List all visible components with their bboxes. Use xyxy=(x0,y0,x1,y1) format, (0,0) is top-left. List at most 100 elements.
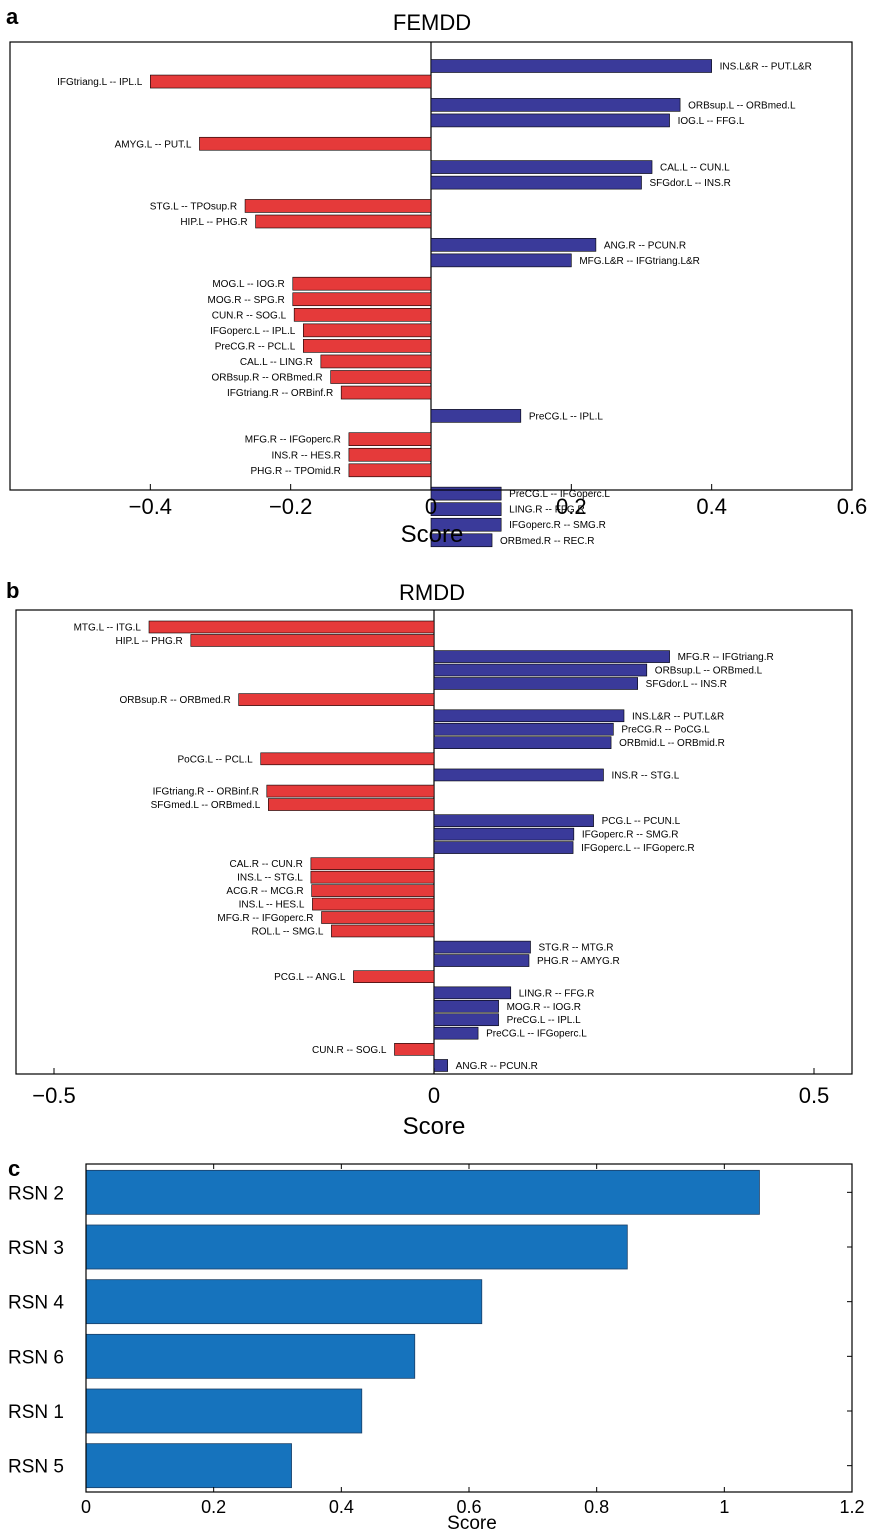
bar-label-b-28: PreCG.L -- IFGoperc.L xyxy=(486,1029,587,1040)
bar-label-b-17: INS.L -- STG.L xyxy=(237,873,303,884)
bar-a-10 xyxy=(430,253,572,268)
bar-a-3 xyxy=(430,113,670,128)
bar-label-b-2: MFG.R -- IFGtriang.R xyxy=(678,652,774,663)
bar-label-a-24: LING.R -- FFG.R xyxy=(509,505,585,516)
bar-a-0 xyxy=(430,59,712,73)
bar-b-5 xyxy=(238,693,435,706)
bar-a-5 xyxy=(430,160,653,174)
bar-b-3 xyxy=(433,663,648,677)
bar-b-25 xyxy=(433,986,512,1000)
bar-label-b-11: IFGtriang.R -- ORBinf.R xyxy=(153,787,259,798)
category-label-c-2: RSN 4 xyxy=(8,1293,64,1314)
a-tick-label-5: 0.6 xyxy=(837,494,868,519)
a-tick-label-3: 0.2 xyxy=(556,494,587,519)
bar-a-8 xyxy=(255,214,432,229)
bar-c-3 xyxy=(85,1333,416,1379)
bar-a-17 xyxy=(330,370,432,384)
bar-b-16 xyxy=(310,857,435,871)
c-tick-label-6: 1.2 xyxy=(839,1497,864,1517)
panel-a-bars: INS.L&R -- PUT.L&R IFGtriang.L -- IPL.L OR… xyxy=(57,42,812,548)
bar-b-20 xyxy=(321,911,435,924)
bar-a-2 xyxy=(430,98,681,112)
bar-label-a-14: IFGoperc.L -- IPL.L xyxy=(210,326,296,337)
bar-label-a-0: INS.L&R -- PUT.L&R xyxy=(720,62,812,73)
bar-label-b-4: SFGdor.L -- INS.R xyxy=(646,679,727,690)
bar-a-7 xyxy=(244,199,432,213)
bar-label-b-27: PreCG.L -- IPL.L xyxy=(507,1015,582,1026)
panel-b-title: RMDD xyxy=(399,580,465,605)
bar-label-b-15: IFGoperc.L -- IFGoperc.R xyxy=(581,843,695,854)
c-tick-label-1: 0.2 xyxy=(201,1497,226,1517)
bar-a-11 xyxy=(292,276,432,291)
bar-b-18 xyxy=(311,884,435,897)
bar-b-1 xyxy=(190,634,435,647)
bar-c-2 xyxy=(85,1279,483,1325)
bar-b-17 xyxy=(310,870,435,884)
category-label-c-1: RSN 3 xyxy=(8,1238,64,1259)
bar-b-27 xyxy=(433,1013,499,1027)
bar-b-12 xyxy=(268,798,435,811)
bar-label-b-29: CUN.R -- SOG.L xyxy=(312,1045,387,1056)
b-tick-label-0: −0.5 xyxy=(32,1083,75,1108)
bar-a-24 xyxy=(430,502,502,516)
bar-a-21 xyxy=(348,447,432,462)
bar-a-9 xyxy=(430,238,597,252)
bar-label-a-18: IFGtriang.R -- ORBinf.R xyxy=(227,388,333,399)
panel-c-bars: RSN 2 RSN 3 RSN 4 RSN 6 RSN 1 RSN 5 xyxy=(8,1169,760,1489)
category-label-c-0: RSN 2 xyxy=(8,1183,64,1204)
bar-label-b-5: ORBsup.R -- ORBmed.R xyxy=(120,695,231,706)
bar-label-a-10: MFG.L&R -- IFGtriang.L&R xyxy=(579,256,700,267)
bar-label-b-19: INS.L -- HES.L xyxy=(239,900,305,911)
bar-label-b-23: PHG.R -- AMYG.R xyxy=(537,956,620,967)
bar-label-b-21: ROL.L -- SMG.L xyxy=(252,926,324,937)
bar-a-15 xyxy=(302,339,432,353)
bar-label-b-14: IFGoperc.R -- SMG.R xyxy=(582,830,679,841)
bar-label-b-25: LING.R -- FFG.R xyxy=(519,988,595,999)
panel-b-bars: MTG.L -- ITG.L HIP.L -- PHG.R MFG.R -- IFG… xyxy=(74,610,774,1074)
bar-a-19 xyxy=(430,409,522,423)
bar-b-2 xyxy=(433,650,670,663)
bar-label-a-15: PreCG.R -- PCL.L xyxy=(215,341,296,352)
bar-b-8 xyxy=(433,736,612,749)
bar-b-22 xyxy=(433,940,531,954)
bar-label-b-6: INS.L&R -- PUT.L&R xyxy=(632,711,724,722)
bar-label-a-20: MFG.R -- IFGoperc.R xyxy=(245,435,341,446)
panel-b-letter: b xyxy=(6,578,19,603)
bar-label-a-4: AMYG.L -- PUT.L xyxy=(115,139,192,150)
c-tick-label-5: 1 xyxy=(719,1497,729,1517)
bar-label-a-19: PreCG.L -- IPL.L xyxy=(529,411,604,422)
bar-label-a-16: CAL.L -- LING.R xyxy=(240,357,313,368)
bar-a-18 xyxy=(340,385,432,400)
bar-label-b-1: HIP.L -- PHG.R xyxy=(116,636,183,647)
bar-label-a-25: IFGoperc.R -- SMG.R xyxy=(509,520,606,531)
bar-label-a-9: ANG.R -- PCUN.R xyxy=(604,240,686,251)
panel-c-ticks: 0 0.2 0.4 0.6 0.8 1 1.2 xyxy=(81,1164,865,1517)
bar-a-25 xyxy=(430,517,502,532)
bar-label-a-11: MOG.L -- IOG.R xyxy=(212,279,284,290)
bar-a-26 xyxy=(430,533,493,548)
panel-a: a FEMDD INS.L&R -- PUT.L&R IFGtriang.L --… xyxy=(6,4,867,548)
bar-a-6 xyxy=(430,175,642,190)
bar-b-0 xyxy=(148,620,435,634)
bar-label-a-6: SFGdor.L -- INS.R xyxy=(650,178,731,189)
c-tick-label-0: 0 xyxy=(81,1497,91,1517)
bar-label-a-3: IOG.L -- FFG.L xyxy=(678,116,745,127)
bar-a-16 xyxy=(320,354,432,369)
bar-label-a-8: HIP.L -- PHG.R xyxy=(180,217,247,228)
a-tick-label-1: −0.2 xyxy=(269,494,312,519)
bar-label-b-12: SFGmed.L -- ORBmed.L xyxy=(151,800,261,811)
bar-label-a-5: CAL.L -- CUN.L xyxy=(660,163,730,174)
bar-b-4 xyxy=(433,677,638,690)
bar-b-19 xyxy=(312,897,435,911)
bar-b-13 xyxy=(433,814,594,827)
bar-label-b-7: PreCG.R -- PoCG.L xyxy=(621,725,710,736)
bar-b-14 xyxy=(433,827,575,841)
bar-label-a-1: IFGtriang.L -- IPL.L xyxy=(57,77,143,88)
bar-label-a-22: PHG.R -- TPOmid.R xyxy=(251,466,341,477)
panel-a-title: FEMDD xyxy=(393,10,471,35)
bar-b-11 xyxy=(266,784,435,798)
a-tick-label-4: 0.4 xyxy=(696,494,727,519)
bar-b-24 xyxy=(353,970,435,984)
bar-a-12 xyxy=(292,292,432,307)
